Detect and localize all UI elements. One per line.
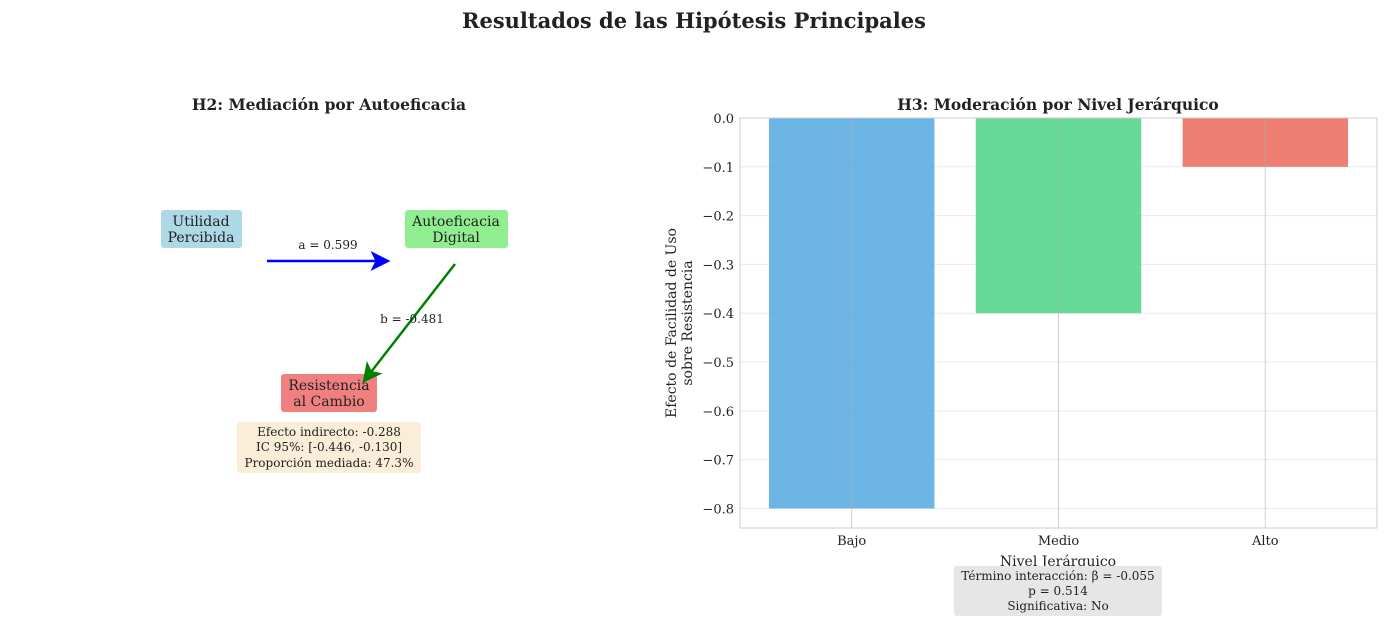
y-tick-label: −0.8 bbox=[702, 502, 734, 517]
svg-text:Significativa: No: Significativa: No bbox=[1007, 599, 1108, 613]
y-axis-label-line2: sobre Resistencia bbox=[680, 260, 696, 385]
interaction-annotation: Término interacción: β = -0.055 p = 0.51… bbox=[954, 566, 1162, 616]
node-autoeficacia-digital: Autoeficacia Digital bbox=[405, 210, 508, 248]
svg-text:Percibida: Percibida bbox=[168, 230, 235, 246]
svg-text:Autoeficacia: Autoeficacia bbox=[411, 214, 500, 230]
svg-text:al Cambio: al Cambio bbox=[293, 394, 364, 410]
y-tick-label: −0.7 bbox=[702, 454, 734, 469]
y-tick-label: 0.0 bbox=[713, 112, 734, 127]
figure-title: Resultados de las Hipótesis Principales bbox=[462, 8, 926, 33]
svg-text:Proporción mediada: 47.3%: Proporción mediada: 47.3% bbox=[245, 456, 414, 470]
path-b-arrow bbox=[362, 263, 456, 383]
y-axis-label-line1: Efecto de Facilidad de Uso bbox=[664, 228, 680, 418]
x-tick-label: Medio bbox=[1038, 534, 1079, 549]
svg-text:Digital: Digital bbox=[432, 230, 480, 246]
y-ticks: 0.0 −0.1 −0.2 −0.3 −0.4 −0.5 −0.6 −0.7 −0.8 bbox=[702, 112, 734, 517]
x-tick-label: Bajo bbox=[837, 534, 866, 549]
x-tick-label: Alto bbox=[1251, 534, 1279, 549]
svg-text:Término interacción: β = -0.05: Término interacción: β = -0.055 bbox=[961, 569, 1154, 583]
y-tick-label: −0.3 bbox=[702, 258, 734, 273]
node-resistencia-cambio: Resistencia al Cambio bbox=[281, 374, 377, 412]
svg-text:Efecto indirecto: -0.288: Efecto indirecto: -0.288 bbox=[257, 425, 401, 439]
svg-text:Resistencia: Resistencia bbox=[288, 378, 369, 394]
svg-text:p = 0.514: p = 0.514 bbox=[1028, 584, 1088, 598]
y-tick-label: −0.2 bbox=[702, 210, 734, 225]
chart-title: H3: Moderación por Nivel Jerárquico bbox=[897, 95, 1219, 114]
svg-text:Utilidad: Utilidad bbox=[172, 214, 229, 230]
plot-frame bbox=[739, 117, 1378, 529]
path-b-label: b = -0.481 bbox=[380, 312, 444, 326]
svg-text:IC 95%: [-0.446, -0.130]: IC 95%: [-0.446, -0.130] bbox=[256, 440, 402, 454]
path-a-label: a = 0.599 bbox=[298, 238, 357, 252]
y-tick-label: −0.5 bbox=[702, 356, 734, 371]
y-tick-label: −0.1 bbox=[702, 161, 734, 176]
node-utilidad-percibida: Utilidad Percibida bbox=[161, 210, 242, 248]
x-ticks: Bajo Medio Alto bbox=[837, 534, 1279, 549]
mediation-summary-box: Efecto indirecto: -0.288 IC 95%: [-0.446… bbox=[237, 422, 421, 473]
x-grid bbox=[851, 118, 1266, 528]
y-tick-label: −0.6 bbox=[702, 405, 734, 420]
y-tick-label: −0.4 bbox=[702, 307, 734, 322]
mediation-title: H2: Mediación por Autoeficacia bbox=[192, 95, 466, 114]
